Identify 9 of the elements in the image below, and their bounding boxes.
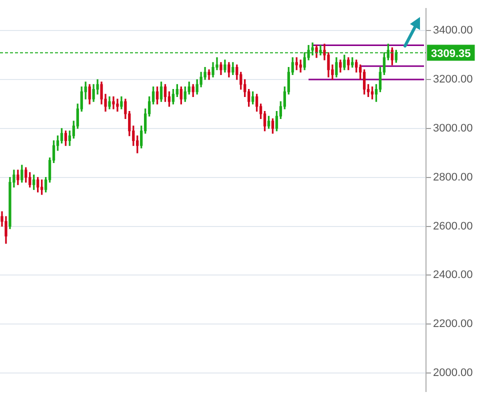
y-tick-label: 2400.00	[433, 269, 473, 282]
y-tick-label: 3000.00	[433, 122, 473, 134]
y-tick-label: 2000.00	[433, 367, 473, 380]
y-tick-label: 2800.00	[433, 171, 473, 184]
ref-line-label: 3309.35	[431, 48, 471, 60]
y-tick-label: 2200.00	[433, 318, 473, 330]
y-tick-label: 2600.00	[433, 220, 473, 232]
y-tick-label: 3200.00	[433, 74, 473, 86]
y-tick-label: 3400.00	[433, 24, 473, 37]
